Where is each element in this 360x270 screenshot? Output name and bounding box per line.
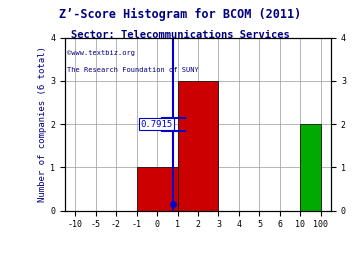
Y-axis label: Number of companies (6 total): Number of companies (6 total) (38, 46, 47, 202)
Bar (301, 124, 321, 211)
Text: ©www.textbiz.org: ©www.textbiz.org (67, 50, 135, 56)
Text: The Research Foundation of SUNY: The Research Foundation of SUNY (67, 67, 199, 73)
Text: Sector: Telecommunications Services: Sector: Telecommunications Services (71, 30, 289, 40)
Text: 0.7915: 0.7915 (140, 120, 172, 129)
Text: Z’-Score Histogram for BCOM (2011): Z’-Score Histogram for BCOM (2011) (59, 8, 301, 21)
Bar (177, 81, 219, 211)
Bar (136, 167, 177, 211)
